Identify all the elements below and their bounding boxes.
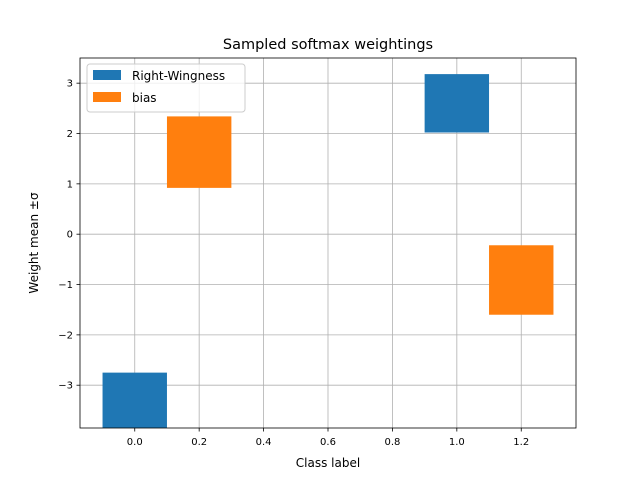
y-tick-label: −1 xyxy=(58,280,73,291)
bar-right-wingness xyxy=(424,74,490,133)
x-tick-label: 1.0 xyxy=(449,437,465,448)
y-tick-label: 2 xyxy=(67,129,73,140)
legend-swatch-right-wingness xyxy=(93,70,121,80)
y-tick-label: −3 xyxy=(58,381,73,392)
x-tick-label: 0.0 xyxy=(127,437,143,448)
legend-label-bias: bias xyxy=(132,91,157,105)
x-tick-label: 0.4 xyxy=(256,437,272,448)
x-tick-label: 1.2 xyxy=(513,437,529,448)
x-tick-label: 0.8 xyxy=(384,437,400,448)
y-tick-label: 3 xyxy=(67,79,73,90)
y-tick-label: −2 xyxy=(58,330,73,341)
x-tick-label: 0.2 xyxy=(191,437,207,448)
bars xyxy=(102,74,554,428)
bar-bias xyxy=(166,116,232,188)
y-axis: −3 −2 −1 0 1 2 3 xyxy=(58,79,80,392)
y-tick-label: 0 xyxy=(67,230,73,241)
x-tick-label: 0.6 xyxy=(320,437,336,448)
x-axis: 0.0 0.2 0.4 0.6 0.8 1.0 1.2 xyxy=(127,428,529,448)
legend-box xyxy=(86,63,246,113)
legend-label-right-wingness: Right-Wingness xyxy=(132,69,225,83)
y-tick-label: 1 xyxy=(67,179,73,190)
bar-right-wingness xyxy=(102,372,167,428)
x-axis-label: Class label xyxy=(296,456,360,470)
legend-swatch-bias xyxy=(93,92,121,102)
bar-bias xyxy=(489,245,554,315)
y-axis-label: Weight mean ±σ xyxy=(27,192,41,294)
legend: Right-Wingness bias xyxy=(86,63,246,113)
chart-title: Sampled softmax weightings xyxy=(223,37,433,53)
